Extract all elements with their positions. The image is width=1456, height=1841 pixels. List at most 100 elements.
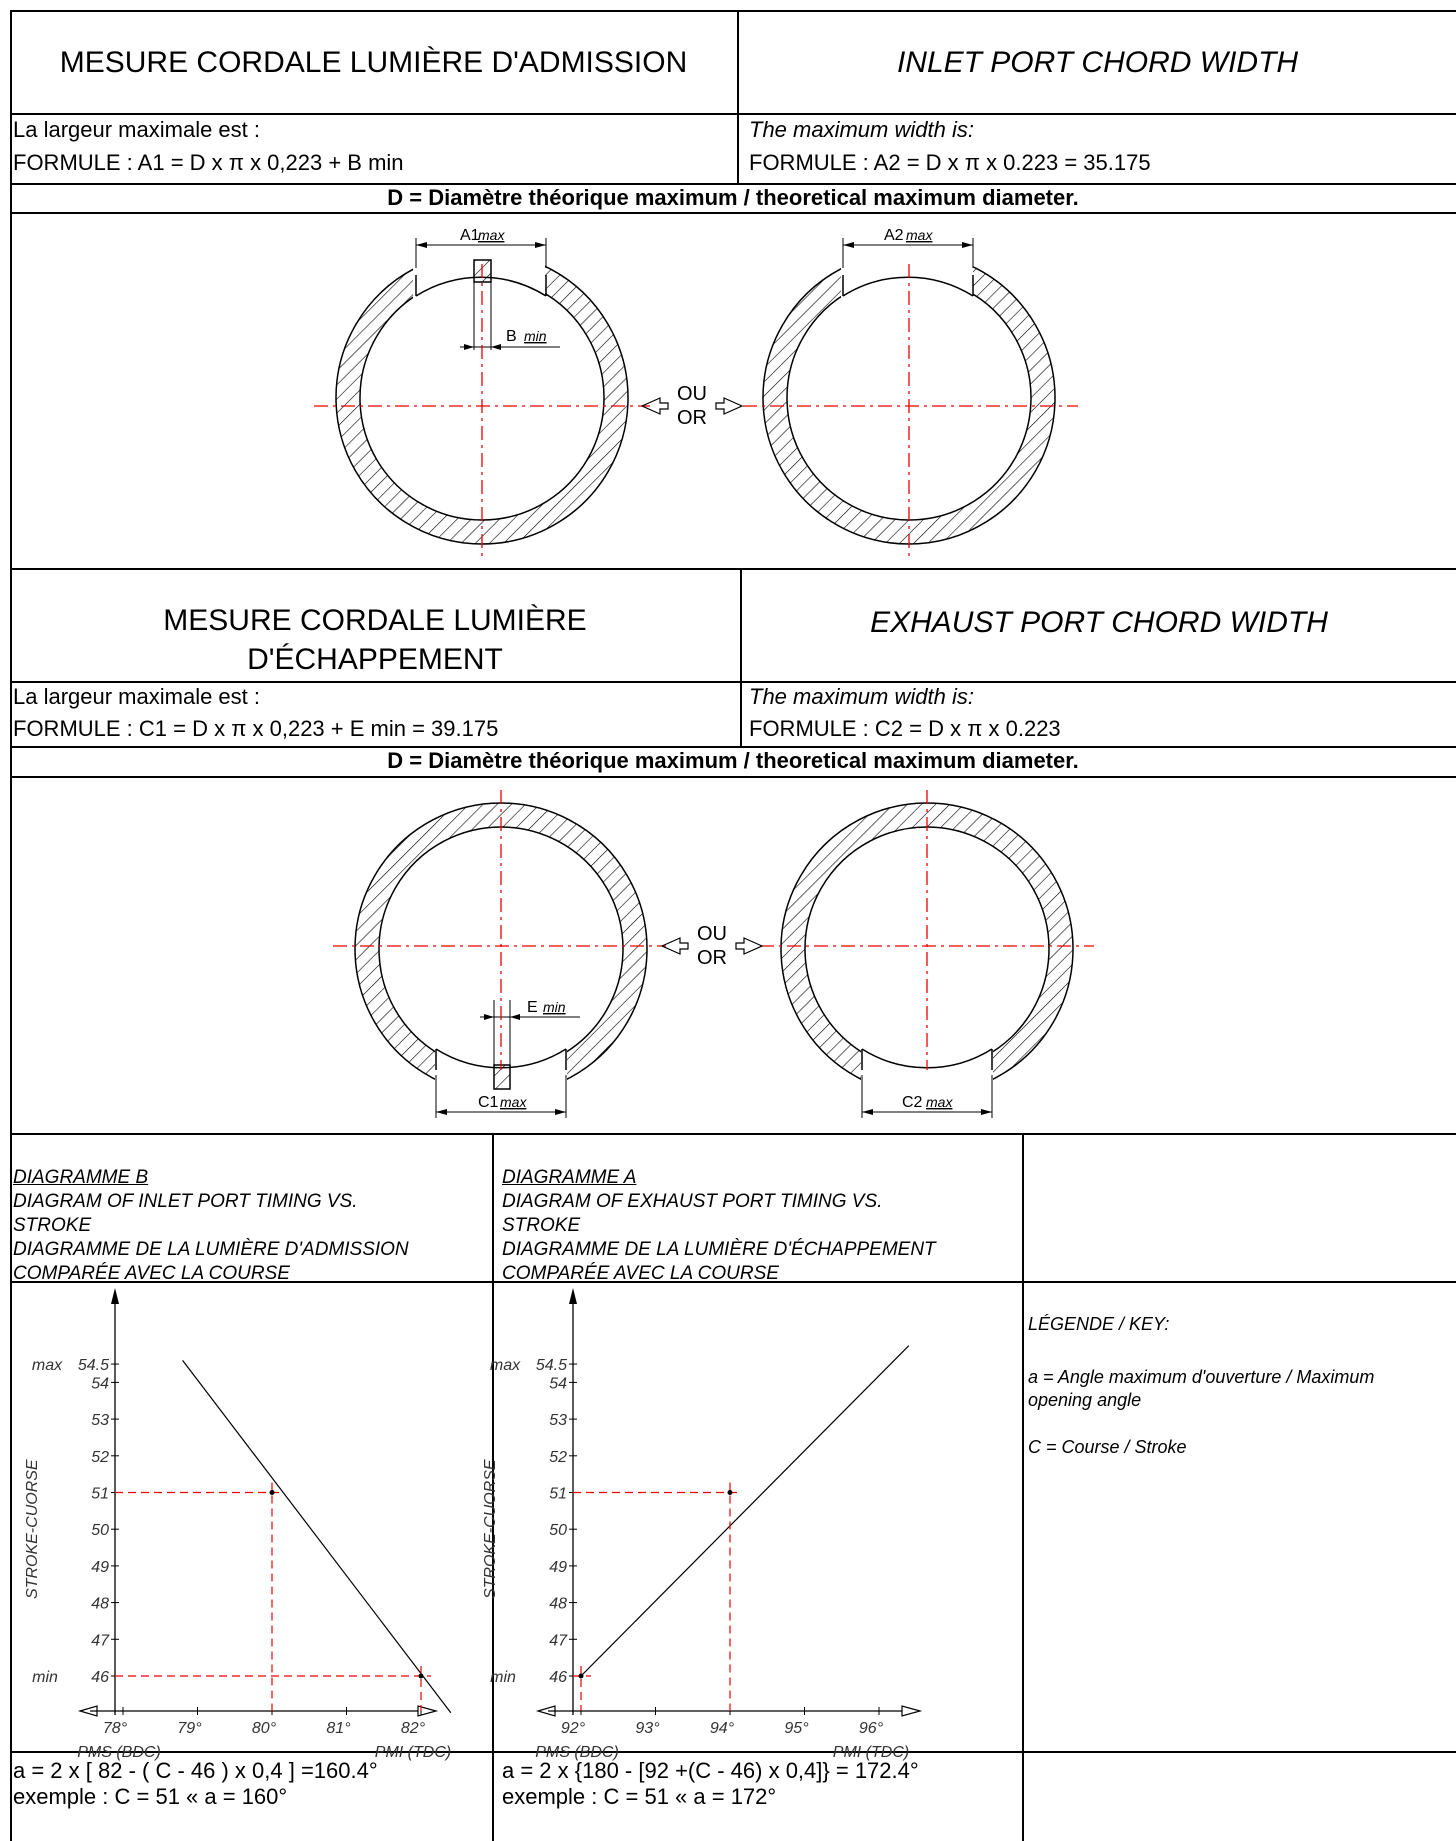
data-point (578, 1673, 584, 1679)
y-tick-label: 48 (549, 1596, 567, 1613)
y-tick-label: 54.5 (536, 1357, 567, 1374)
arrow-right-icon (715, 397, 744, 415)
rule (10, 183, 1456, 185)
rule (10, 746, 1456, 748)
x-left-label: PMS (BDC) (535, 1744, 619, 1761)
y-tick-label: 54 (549, 1375, 567, 1392)
rule (10, 776, 1456, 778)
label-e: E (527, 999, 538, 1016)
y-tick-label: 50 (91, 1522, 109, 1539)
y-axis-arrow-icon (111, 1288, 119, 1304)
exhaust-title-fr-line2: D'ÉCHAPPEMENT (247, 643, 503, 676)
label-b: B (506, 328, 517, 345)
label-a2: A2 (884, 227, 904, 244)
rule (10, 568, 1456, 570)
label-a1-max: max (478, 227, 505, 243)
y-tick-label: 48 (91, 1596, 109, 1613)
rule (10, 1751, 1456, 1753)
label-ou: OU (697, 923, 727, 945)
rule (10, 1281, 1456, 1283)
y-tick-label: 51 (549, 1486, 567, 1503)
y-tick-label: 46 (91, 1669, 109, 1686)
exhaust-port-drawing: E min C1 max C2 max OU OR (333, 790, 1094, 1118)
y-axis-arrow-icon (569, 1288, 577, 1304)
y-tick-label: 52 (91, 1449, 109, 1466)
bridge (493, 1064, 511, 1090)
x-tick-label: 80° (252, 1720, 277, 1737)
data-point (727, 1490, 733, 1495)
y-tick-label: 47 (91, 1632, 110, 1649)
x-left-label: PMS (BDC) (77, 1744, 161, 1761)
y-tick-label: 49 (91, 1559, 109, 1576)
arrow-left-icon (640, 397, 669, 415)
diagram-b-line1: DIAGRAM OF INLET PORT TIMING VS. (13, 1191, 358, 1212)
x-tick-label: 78° (103, 1720, 128, 1737)
diagram-b-example: exemple : C = 51 « a = 160° (13, 1784, 288, 1809)
x-tick-label: 95° (784, 1720, 809, 1737)
diagram-a-title: DIAGRAMME A (502, 1167, 637, 1188)
label-c2: C2 (902, 1094, 923, 1111)
x-tick-label: 96° (859, 1720, 884, 1737)
x-tick-label: 81° (326, 1720, 351, 1737)
y-tick-label: 54.5 (78, 1357, 109, 1374)
rule (10, 113, 1456, 115)
y-tick-label: 53 (549, 1412, 567, 1429)
exhaust-width-en: The maximum width is: (749, 684, 974, 709)
diagram-a-heading: DIAGRAMME A DIAGRAM OF EXHAUST PORT TIMI… (502, 1166, 936, 1286)
rule (10, 212, 1456, 214)
diagram-a-line4: COMPARÉE AVEC LA COURSE (502, 1263, 779, 1284)
inlet-title-fr: MESURE CORDALE LUMIÈRE D'ADMISSION (59, 46, 688, 79)
x-tick-label: 92° (561, 1720, 586, 1737)
inlet-title-en: INLET PORT CHORD WIDTH (896, 46, 1299, 79)
y-min-label: min (490, 1669, 516, 1686)
cylinder-wall (762, 251, 1056, 545)
y-min-label: min (32, 1669, 58, 1686)
y-tick-label: 53 (91, 1412, 109, 1429)
y-axis-label: STROKE-CUORSE (482, 1459, 499, 1599)
diagram-b-line3: DIAGRAMME DE LA LUMIÈRE D'ADMISSION (13, 1239, 409, 1260)
label-ou: OU (677, 383, 707, 405)
cylinder-wall (335, 251, 629, 545)
diagram-a-formula: a = 2 x {180 - [92 +(C - 46) x 0,4]} = 1… (502, 1758, 919, 1783)
y-tick-label: 50 (549, 1522, 567, 1539)
rule (10, 1133, 1456, 1135)
inlet-formula-en: FORMULE : A2 = D x π x 0.223 = 35.175 (749, 150, 1151, 175)
column-divider (740, 568, 742, 746)
diagram-b-line4: COMPARÉE AVEC LA COURSE (13, 1263, 290, 1284)
y-tick-label: 47 (549, 1632, 568, 1649)
x-right-label: PMI (TDC) (833, 1744, 909, 1761)
y-axis-label: STROKE-CUORSE (24, 1459, 41, 1599)
label-e-min: min (543, 999, 566, 1015)
diagram-a-line2: STROKE (502, 1215, 581, 1236)
y-max-label: max (490, 1357, 521, 1374)
x-axis-left-arrow-icon (535, 1705, 556, 1717)
y-max-label: max (32, 1357, 63, 1374)
exhaust-formula-fr: FORMULE : C1 = D x π x 0,223 + E min = 3… (13, 716, 499, 741)
y-tick-label: 52 (549, 1449, 567, 1466)
diagram-b-heading: DIAGRAMME B DIAGRAM OF INLET PORT TIMING… (13, 1166, 409, 1286)
data-point (418, 1673, 424, 1679)
label-c1-max: max (500, 1094, 527, 1110)
exhaust-width-fr: La largeur maximale est : (13, 684, 260, 709)
exhaust-formula-en: FORMULE : C2 = D x π x 0.223 (749, 716, 1061, 741)
series-line (182, 1360, 452, 1714)
legend-line1: a = Angle maximum d'ouverture / Maximum (1028, 1367, 1375, 1387)
data-point (269, 1490, 275, 1495)
column-divider (737, 10, 739, 183)
x-axis-right-arrow-icon (901, 1705, 923, 1717)
x-axis-left-arrow-icon (77, 1705, 98, 1717)
y-tick-label: 46 (549, 1669, 567, 1686)
label-c2-max: max (926, 1094, 953, 1110)
exhaust-title-en: EXHAUST PORT CHORD WIDTH (870, 606, 1328, 639)
y-tick-label: 49 (549, 1559, 567, 1576)
arrow-right-icon (735, 937, 764, 955)
inlet-formula-fr: FORMULE : A1 = D x π x 0,223 + B min (13, 150, 404, 175)
label-or: OR (697, 947, 727, 969)
exhaust-title-fr-line1: MESURE CORDALE LUMIÈRE (163, 604, 587, 637)
diagram-a-example: exemple : C = 51 « a = 172° (502, 1784, 777, 1809)
x-tick-label: 82° (401, 1720, 426, 1737)
x-tick-label: 94° (710, 1720, 735, 1737)
